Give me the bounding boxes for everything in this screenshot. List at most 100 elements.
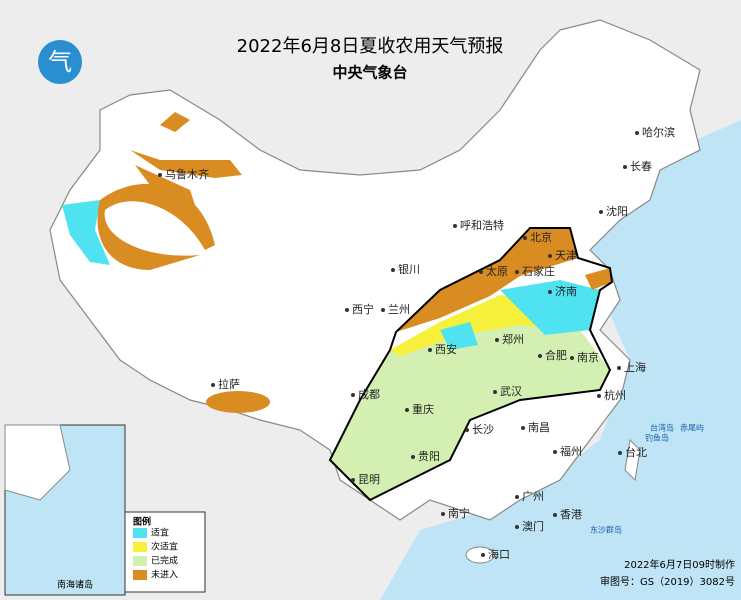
city-dot bbox=[597, 394, 601, 398]
city-dot bbox=[211, 383, 215, 387]
city-dot bbox=[635, 131, 639, 135]
taiwan bbox=[624, 438, 641, 482]
region-not-started bbox=[585, 268, 612, 290]
island-label: 钓鱼岛 bbox=[645, 433, 669, 443]
city-dot bbox=[351, 478, 355, 482]
region-completed bbox=[330, 320, 610, 500]
legend-title: 图例 bbox=[133, 516, 151, 528]
city-label: 沈阳 bbox=[606, 204, 628, 218]
city-dot bbox=[493, 390, 497, 394]
city-dot bbox=[599, 210, 603, 214]
city-dot bbox=[381, 308, 385, 312]
city-label: 台北 bbox=[625, 445, 647, 459]
footer-made: 2022年6月7日09时制作 bbox=[624, 558, 735, 571]
region-suitable bbox=[440, 322, 478, 350]
city-dot bbox=[441, 512, 445, 516]
logo-mark: 气 bbox=[48, 48, 72, 76]
title: 2022年6月8日夏收农用天气预报 bbox=[237, 36, 504, 57]
city-dot bbox=[548, 254, 552, 258]
city-label: 杭州 bbox=[604, 388, 626, 402]
city-label: 上海 bbox=[624, 360, 646, 374]
island-label: 赤尾屿 bbox=[680, 424, 704, 433]
city-label: 长沙 bbox=[472, 423, 494, 436]
city-label: 昆明 bbox=[358, 473, 380, 486]
sea bbox=[380, 120, 741, 600]
city-dot bbox=[351, 393, 355, 397]
city-label: 太原 bbox=[486, 265, 508, 278]
city-label: 银川 bbox=[398, 262, 420, 276]
city-dot bbox=[158, 173, 162, 177]
region-suitable bbox=[500, 280, 600, 335]
city-dot bbox=[523, 236, 527, 240]
city-dot bbox=[623, 165, 627, 169]
city-dot bbox=[453, 224, 457, 228]
legend-swatch bbox=[133, 542, 147, 552]
region-not-started bbox=[160, 112, 190, 132]
city-dot bbox=[570, 356, 574, 360]
city-label: 重庆 bbox=[412, 402, 434, 416]
city-dot bbox=[405, 408, 409, 412]
city-label: 南昌 bbox=[528, 421, 550, 434]
city-label: 南京 bbox=[577, 350, 599, 364]
legend-label: 适宜 bbox=[151, 527, 169, 539]
legend-swatch bbox=[133, 528, 147, 538]
city-label: 贵阳 bbox=[418, 450, 440, 463]
city-label: 澳门 bbox=[522, 519, 544, 533]
city-label: 海口 bbox=[488, 547, 510, 561]
city-label: 哈尔滨 bbox=[642, 125, 675, 139]
city-dot bbox=[617, 366, 621, 370]
island-label: 东沙群岛 bbox=[590, 525, 622, 535]
city-label: 福州 bbox=[560, 444, 582, 458]
city-dot bbox=[548, 290, 552, 294]
city-dot bbox=[618, 451, 622, 455]
subtitle: 中央气象台 bbox=[332, 64, 407, 82]
city-label: 呼和浩特 bbox=[460, 218, 504, 232]
city-label: 西宁 bbox=[352, 302, 374, 316]
region-not-started bbox=[206, 391, 270, 413]
region-not-started bbox=[97, 183, 215, 270]
city-label: 天津 bbox=[555, 249, 577, 262]
city-label: 南宁 bbox=[448, 506, 470, 520]
city-dot bbox=[553, 513, 557, 517]
region-not-started bbox=[135, 165, 195, 205]
city-dot bbox=[465, 428, 469, 432]
city-dot bbox=[515, 495, 519, 499]
city-dot bbox=[553, 450, 557, 454]
legend-label: 未进入 bbox=[151, 569, 178, 581]
region-not-started bbox=[396, 228, 578, 332]
footer-approval: 审图号：GS（2019）3082号 bbox=[600, 575, 735, 588]
region-suitable bbox=[62, 200, 110, 265]
city-label: 西安 bbox=[435, 342, 457, 356]
legend-label: 已完成 bbox=[151, 555, 178, 567]
city-label: 济南 bbox=[555, 284, 577, 298]
legend-swatch bbox=[133, 556, 147, 566]
city-dot bbox=[428, 348, 432, 352]
city-dot bbox=[479, 270, 483, 274]
city-dot bbox=[538, 354, 542, 358]
logo: 气 bbox=[38, 40, 82, 84]
city-dot bbox=[495, 338, 499, 342]
city-dot bbox=[345, 308, 349, 312]
city-dot bbox=[481, 553, 485, 557]
city-label: 拉萨 bbox=[218, 377, 240, 391]
city-label: 合肥 bbox=[545, 348, 567, 362]
city-dot bbox=[411, 455, 415, 459]
city-label: 成都 bbox=[358, 388, 380, 401]
city-label: 香港 bbox=[560, 508, 582, 521]
city-label: 北京 bbox=[530, 230, 552, 244]
legend-swatch bbox=[133, 570, 147, 580]
region-suboptimal bbox=[390, 295, 560, 356]
city-dot bbox=[391, 268, 395, 272]
hainan bbox=[465, 546, 495, 564]
city-label: 郑州 bbox=[502, 332, 524, 346]
inset-label: 南海诸岛 bbox=[57, 579, 93, 591]
city-label: 长春 bbox=[630, 160, 652, 173]
legend-label: 次适宜 bbox=[151, 541, 178, 553]
city-dot bbox=[515, 525, 519, 529]
city-label: 武汉 bbox=[500, 385, 522, 398]
region-not-started bbox=[130, 150, 242, 178]
island-label: 台湾岛 bbox=[650, 423, 674, 433]
region-outline bbox=[328, 227, 614, 502]
